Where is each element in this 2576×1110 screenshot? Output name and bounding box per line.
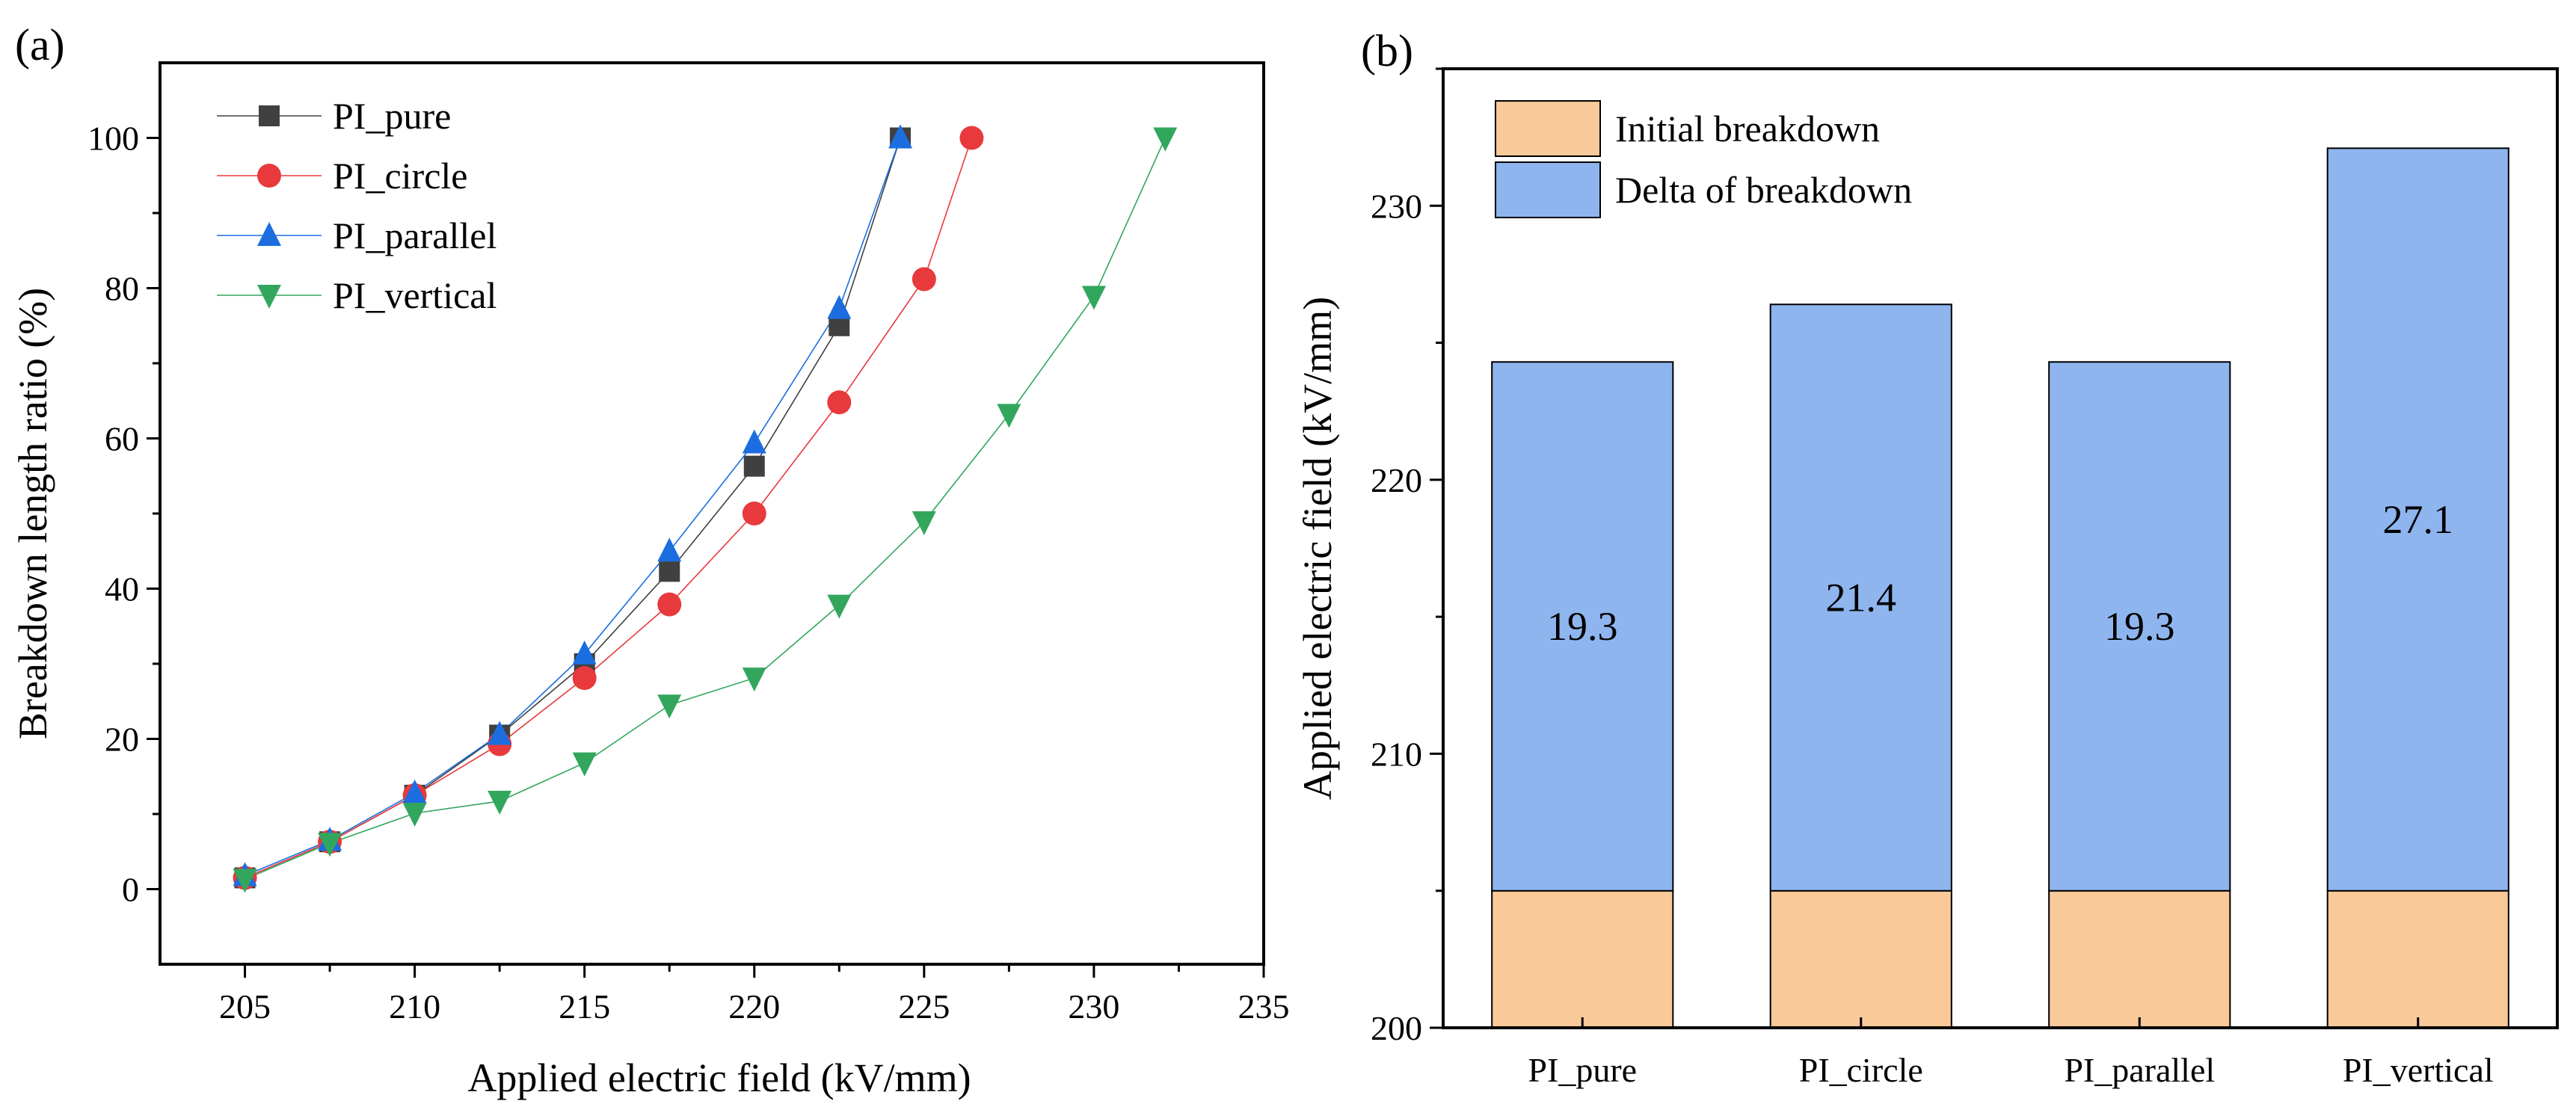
data-point-PI_parallel [657,537,682,562]
x-tick-label-a: 235 [1238,987,1290,1026]
data-point-PI_vertical [657,694,682,719]
data-point-PI_vertical [827,594,852,619]
data-point-PI_parallel [488,721,512,745]
data-point-PI_circle [827,390,852,415]
legend-b: Initial breakdown Delta of breakdown [1495,100,1912,218]
bar-initial-breakdown-PI_circle [1769,889,1952,1029]
y-tick-label-a: 80 [105,270,139,308]
legend-marker-PI_pure [259,105,280,126]
data-point-PI_vertical [488,790,512,815]
y-tick-label-a: 40 [105,570,139,608]
legend-label-PI_pure: PI_pure [333,95,451,137]
x-tick-label-b: PI_parallel [2064,1051,2215,1089]
data-point-PI_vertical [318,833,342,857]
x-tick-label-a: 210 [389,987,440,1026]
bar-delta-of-breakdown-PI_pure [1491,361,1674,892]
data-point-PI_vertical [997,404,1021,428]
data-point-PI_vertical [742,667,766,692]
y-tick-label-b: 230 [1371,187,1422,225]
data-point-PI_parallel [888,124,913,149]
y-tick-label-a: 60 [105,420,139,458]
data-point-PI_vertical [1153,127,1178,152]
data-point-PI_parallel [827,295,852,319]
legend-label-initial-breakdown: Initial breakdown [1615,108,1880,149]
data-point-PI_vertical [1081,286,1106,310]
bar-delta-of-breakdown-PI_vertical [2326,147,2509,892]
bar-delta-of-breakdown-PI_parallel [2048,361,2231,892]
data-label-PI_pure: 19.3 [1547,604,1618,649]
y-axis-label-a: Breakdown length ratio (%) [10,288,55,739]
data-label-PI_circle: 21.4 [1826,575,1897,620]
y-axis-label-b: Applied electric field (kV/mm) [1295,297,1340,800]
legend-label-PI_circle: PI_circle [333,155,467,197]
data-point-PI_circle [959,126,984,150]
legend-swatch-delta-of-breakdown [1495,161,1601,218]
bar-initial-breakdown-PI_vertical [2326,889,2509,1029]
y-tick-label-a: 100 [87,120,139,158]
y-tick-label-a: 20 [105,721,139,759]
x-tick-label-a: 225 [898,987,950,1026]
data-point-PI_circle [912,267,936,292]
data-label-PI_parallel: 19.3 [2104,604,2175,649]
data-point-PI_circle [657,592,682,617]
data-point-PI_pure [659,561,680,582]
data-point-PI_vertical [572,752,597,777]
y-tick-label-b: 200 [1371,1009,1422,1047]
x-tick-label-a: 230 [1068,987,1119,1026]
bar-delta-of-breakdown-PI_circle [1769,303,1952,892]
x-tick-label-a: 220 [728,987,780,1026]
data-point-PI_vertical [233,869,257,893]
data-point-PI_pure [743,455,765,477]
x-tick-label-a: 215 [559,987,610,1026]
data-label-PI_vertical: 27.1 [2383,497,2454,542]
y-tick-label-a: 0 [122,871,139,909]
legend-a: PI_pure PI_circle PI_parallel PI_vertical [217,95,497,316]
series-line-PI_vertical [245,138,1166,881]
x-tick-label-b: PI_circle [1799,1051,1923,1089]
data-point-PI_parallel [572,640,597,665]
data-point-PI_vertical [402,802,427,827]
legend-swatch-initial-breakdown [1495,100,1601,157]
bar-initial-breakdown-PI_parallel [2048,889,2231,1029]
x-tick-label-a: 205 [219,987,271,1026]
line-chart-a: (a) 205 210 215 220 225 230 235 0 20 40 60 80 100 Appl… [10,20,1290,1100]
x-tick-label-b: PI_pure [1528,1051,1637,1089]
bar-chart-b: (b) 19.3 PI_pure 21.4 PI_circle 19.3 PI_parall… [1295,26,2559,1089]
legend-marker-PI_circle [257,164,281,188]
plot-frame-b [1442,67,2559,1029]
data-point-PI_parallel [742,429,766,454]
panel-label-b: (b) [1361,26,1413,75]
legend-marker-PI_parallel [257,222,281,246]
legend-marker-PI_vertical [257,285,281,309]
x-axis-label-a: Applied electric field (kV/mm) [467,1055,971,1100]
data-point-PI_circle [572,666,597,691]
plot-frame-a [159,61,1265,966]
legend-label-PI_parallel: PI_parallel [333,215,497,256]
data-point-PI_parallel [402,779,427,804]
y-tick-label-b: 210 [1371,735,1422,773]
legend-label-delta-of-breakdown: Delta of breakdown [1615,169,1912,211]
panel-label-a: (a) [15,20,65,70]
x-tick-label-b: PI_vertical [2343,1051,2494,1089]
data-point-PI_circle [742,502,766,525]
series-line-PI_circle [245,138,973,879]
data-point-PI_vertical [912,511,936,536]
legend-label-PI_vertical: PI_vertical [333,274,497,316]
y-tick-label-b: 220 [1371,461,1422,499]
bar-initial-breakdown-PI_pure [1491,889,1674,1029]
